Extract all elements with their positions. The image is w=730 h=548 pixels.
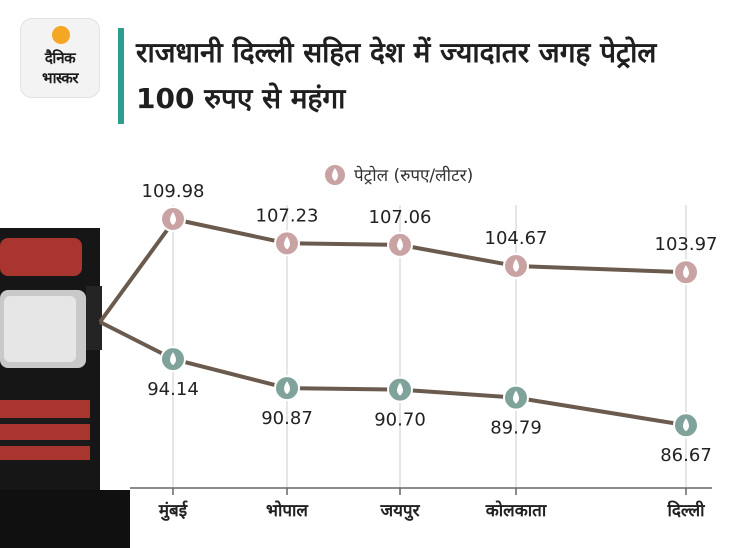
x-tick-label: दिल्ली [666,500,705,521]
data-label: 90.70 [374,410,426,431]
fuel-pump-illustration [0,220,175,548]
data-label: 86.67 [660,445,712,466]
x-tick-label: मुंबई [158,500,188,521]
data-label: 103.97 [655,234,718,255]
legend-label: पेट्रोल (रुपए/लीटर) [354,165,473,186]
drop-icon [513,258,519,272]
data-label: 109.98 [142,181,205,202]
drop-icon [397,237,403,251]
data-label: 89.79 [490,418,542,439]
chart-title: राजधानी दिल्ली सहित देश में ज्यादातर जगह… [136,36,657,115]
data-label: 94.14 [147,379,199,400]
drop-icon [683,418,689,432]
logo-text-line1: दैनिक [44,49,76,67]
drop-icon [170,352,176,366]
dainik-bhaskar-logo: दैनिक भास्कर [20,18,100,98]
data-label: 107.06 [369,207,432,228]
data-label: 104.67 [485,228,548,249]
title-accent-bar [118,28,124,124]
drop-icon [513,390,519,404]
drop-icon [284,381,290,395]
logo-text-line2: भास्कर [42,69,78,87]
drop-icon [284,236,290,250]
legend: पेट्रोल (रुपए/लीटर) [323,163,473,187]
data-label: 107.23 [256,205,319,226]
x-tick-label: कोलकाता [485,500,547,521]
drop-icon [683,265,689,279]
drop-icon [332,168,338,181]
data-label: 90.87 [261,408,313,429]
logo-sun-icon [52,26,70,44]
x-tick-label: भोपाल [266,500,309,521]
x-tick-label: जयपुर [379,501,420,521]
series-line-1 [172,357,687,428]
drop-icon [397,382,403,396]
drop-icon [170,212,176,226]
